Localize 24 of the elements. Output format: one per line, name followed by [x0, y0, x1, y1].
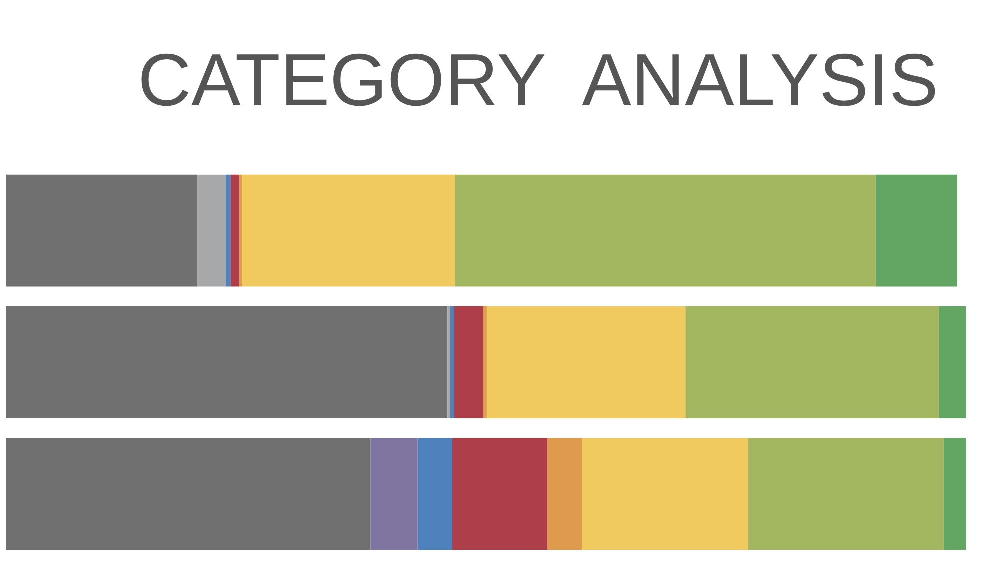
bar	[450, 306, 454, 418]
bar	[6, 306, 448, 418]
bar	[939, 306, 966, 418]
bar	[454, 306, 484, 418]
chart-title: CATEGORY ANALYSIS	[138, 38, 939, 122]
bar	[448, 306, 450, 418]
bar	[748, 438, 944, 550]
bar	[547, 438, 582, 550]
bar	[6, 174, 198, 287]
bar	[582, 438, 748, 550]
bar	[226, 174, 231, 287]
bar	[370, 438, 418, 550]
bar	[455, 174, 876, 287]
bar	[197, 174, 226, 287]
bar	[230, 174, 240, 287]
bar	[483, 306, 487, 418]
bar	[486, 306, 686, 418]
bar	[418, 438, 452, 550]
bar	[452, 438, 548, 550]
bar	[242, 174, 456, 287]
bar	[944, 438, 966, 550]
bar	[686, 306, 940, 418]
bar	[876, 174, 958, 287]
bar	[6, 438, 371, 550]
